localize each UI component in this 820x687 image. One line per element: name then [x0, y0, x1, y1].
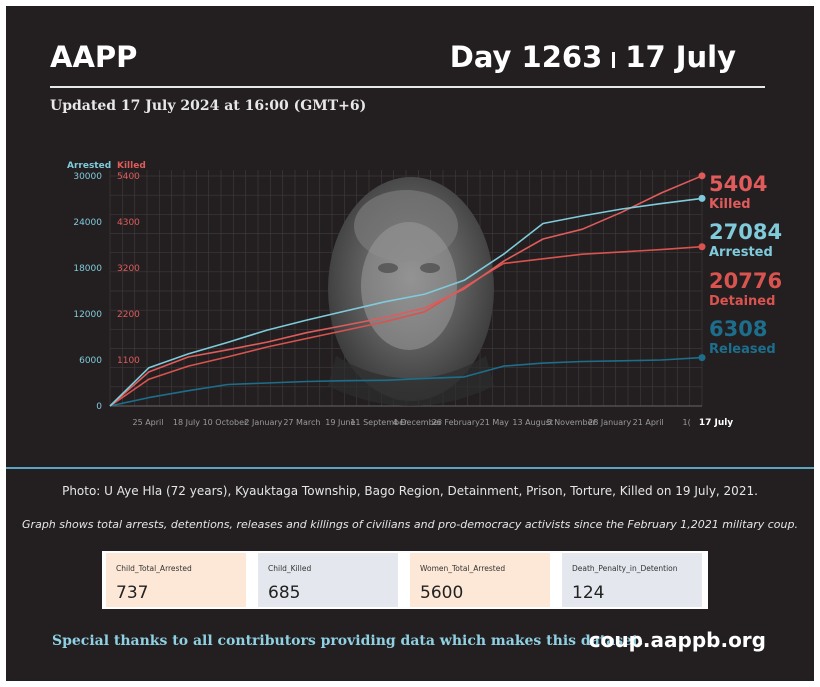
series-line-released: [109, 356, 703, 407]
y-tick-label-left: 12000: [73, 310, 102, 320]
x-tick-label: 5 November: [547, 418, 597, 427]
x-tick-label: 4 December: [393, 418, 443, 427]
org-title: AAPP: [50, 40, 138, 74]
x-tick-label: 10 October: [203, 418, 248, 427]
stat-card-child-arrested: Child_Total_Arrested 737: [106, 553, 246, 607]
x-tick-label: 19 June: [325, 418, 355, 427]
day-date-heading: Day 1263 17 July: [450, 40, 736, 74]
x-tick-label: 28 January: [588, 418, 631, 427]
stat-value: 737: [116, 583, 149, 603]
x-tick-label: 25 April: [132, 418, 163, 427]
end-label-name: Killed: [709, 197, 751, 212]
stat-value: 685: [268, 583, 301, 603]
portrait-eye-left: [378, 263, 398, 273]
stat-label: Death_Penalty_in_Detention: [572, 564, 678, 573]
stats-bar: Child_Total_Arrested 737 Child_Killed 68…: [102, 551, 708, 609]
x-tick-label: 21 April: [633, 418, 664, 427]
portrait-face: [361, 222, 457, 350]
website-link[interactable]: coup.aappb.org: [588, 628, 766, 652]
end-label-value: 5404: [709, 172, 767, 196]
series-endpoint-released: [698, 354, 706, 362]
y-tick-label-left: 24000: [73, 218, 102, 228]
heading-separator: [612, 52, 616, 68]
y-tick-label-left: 18000: [73, 264, 102, 274]
y-tick-label-right: 5400: [117, 172, 140, 182]
y-tick-label-right: 1100: [117, 356, 140, 366]
stat-label: Child_Total_Arrested: [116, 564, 192, 573]
series-line-arrested: [109, 197, 703, 407]
x-tick-label: 27 March: [283, 418, 320, 427]
end-label-value: 27084: [709, 220, 782, 244]
stat-label: Child_Killed: [268, 564, 312, 573]
portrait-eye-right: [420, 263, 440, 273]
x-tick-label: 26 February: [432, 418, 480, 427]
y-tick-label-left: 0: [96, 402, 102, 412]
x-tick-label: 21 May: [480, 418, 510, 427]
end-label-value: 6308: [709, 317, 767, 341]
x-tick-label: 18 July: [173, 418, 200, 427]
stat-card-women-arrested: Women_Total_Arrested 5600: [410, 553, 550, 607]
portrait-photo: [328, 177, 494, 406]
series-line-detained: [109, 245, 703, 407]
end-label-name: Arrested: [709, 245, 773, 260]
thanks-note: Special thanks to all contributors provi…: [52, 633, 644, 649]
x-tick-label: 1(: [683, 418, 691, 427]
end-label-value: 20776: [709, 269, 782, 293]
portrait-shoulders: [328, 356, 494, 406]
x-tick-label: 17 July: [699, 418, 733, 428]
x-tick-label: 13 August: [512, 418, 553, 427]
stat-card-child-killed: Child_Killed 685: [258, 553, 398, 607]
header-rule: [50, 86, 765, 88]
stat-value: 5600: [420, 583, 464, 603]
heading-date: 17 July: [625, 40, 736, 74]
y-axis-right-title: Killed: [117, 161, 146, 171]
y-tick-label-right: 3200: [117, 264, 140, 274]
y-tick-label-left: 30000: [73, 172, 102, 182]
updated-timestamp: Updated 17 July 2024 at 16:00 (GMT+6): [50, 98, 367, 114]
y-tick-label-right: 4300: [117, 218, 140, 228]
series-lines: [109, 172, 706, 407]
x-tick-label: 2 January: [244, 418, 282, 427]
caption-rule: [6, 467, 814, 469]
graph-note: Graph shows total arrests, detentions, r…: [22, 518, 798, 531]
stat-label: Women_Total_Arrested: [420, 564, 506, 573]
end-label-name: Detained: [709, 294, 775, 309]
y-axis-left-title: Arrested: [67, 161, 111, 171]
series-endpoint-detained: [698, 243, 706, 251]
end-label-name: Released: [709, 342, 776, 357]
stat-value: 124: [572, 583, 605, 603]
day-counter: Day 1263: [449, 40, 603, 74]
photo-caption: Photo: U Aye Hla (72 years), Kyauktaga T…: [62, 484, 758, 498]
y-tick-label-left: 6000: [79, 356, 102, 366]
infographic-panel: AAPP Day 1263 17 July Updated 17 July 202…: [6, 6, 814, 681]
y-tick-label-right: 2200: [117, 310, 140, 320]
stat-card-death-penalty: Death_Penalty_in_Detention 124: [562, 553, 702, 607]
series-line-killed: [109, 175, 703, 407]
x-tick-label: 11 September: [350, 418, 408, 427]
series-endpoint-killed: [698, 172, 706, 180]
series-endpoint-arrested: [698, 194, 706, 202]
